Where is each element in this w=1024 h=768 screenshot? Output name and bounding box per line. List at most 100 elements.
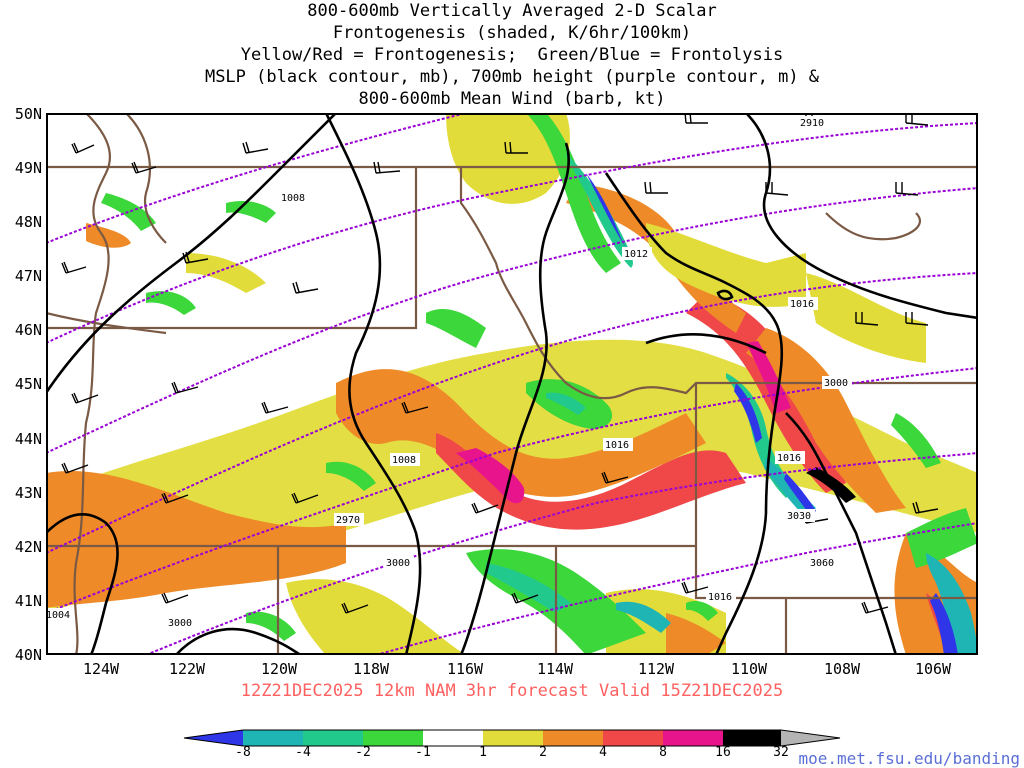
mslp-contour-1012 (459, 142, 571, 655)
wind-barb (291, 492, 319, 504)
wind-barb (261, 401, 289, 414)
wind-barb (401, 401, 429, 414)
wind-barb (912, 501, 939, 514)
border-id-mt (459, 167, 978, 400)
colorbar-tick: 2 (539, 745, 547, 760)
wind-barb (61, 462, 89, 474)
height-label-3000: 3000 (386, 558, 410, 569)
wind-barb (765, 182, 789, 196)
mslp-contour-1016-ne (745, 113, 978, 320)
colorbar-tick: -2 (355, 745, 371, 760)
mslp-contour-sw (175, 627, 302, 655)
mslp-label-1008-nw: 1008 (281, 193, 305, 204)
colorbar-segment (243, 730, 303, 746)
colorbar-segment (184, 730, 243, 746)
title-line-5: 800-600mb Mean Wind (barb, kt) (358, 89, 666, 109)
colorbar-tick: -4 (295, 745, 311, 760)
height-contour-2 (46, 187, 978, 454)
frontogenesis-shading (46, 113, 978, 655)
colorbar-segment (423, 730, 483, 746)
geographic-borders (46, 113, 978, 655)
colorbar-segment (303, 730, 363, 746)
wind-barb (905, 312, 929, 326)
wind-barb (161, 492, 189, 504)
lon-label-106w: 106W (914, 660, 952, 678)
colorbar-segment (723, 730, 781, 746)
colorbar-tick: 8 (659, 745, 667, 760)
title-line-2: Frontogenesis (shaded, K/6hr/100km) (332, 23, 692, 43)
colorbar-tick: -1 (415, 745, 431, 760)
lon-label-110w: 110W (730, 660, 768, 678)
mslp-contour-1016-e (785, 412, 898, 655)
height-contour-3060 (375, 522, 978, 655)
lat-label-50n: 50N (14, 105, 42, 123)
height-contour-3000 (46, 367, 978, 614)
lat-label-42n: 42N (14, 538, 42, 556)
lat-label-47n: 47N (14, 267, 42, 285)
wind-barb (681, 581, 709, 594)
lon-label-114w: 114W (536, 660, 574, 678)
map-title: 800-600mb Vertically Averaged 2-D Scalar… (0, 0, 1024, 110)
map-svg: 1008 1012 1016 1008 1016 1016 1016 1004 … (46, 113, 978, 655)
contour-labels: 1008 1012 1016 1008 1016 1016 1016 1004 … (46, 116, 852, 629)
lon-label-112w: 112W (637, 660, 675, 678)
colorbar-segment (663, 730, 723, 746)
height-label-3060: 3060 (810, 558, 834, 569)
mslp-contours (46, 113, 978, 655)
mslp-contour-1008-nw (46, 113, 337, 394)
wind-barb (61, 261, 87, 274)
colorbar-tick: -8 (235, 745, 251, 760)
lat-label-45n: 45N (14, 375, 42, 393)
lake-outline (825, 212, 921, 241)
wind-barb (644, 181, 668, 194)
credit-link[interactable]: moe.met.fsu.edu/banding (798, 749, 1020, 768)
border-wa-or-id (46, 167, 418, 330)
wind-barb (855, 312, 879, 326)
lat-label-41n: 41N (14, 592, 42, 610)
wind-barb (131, 161, 157, 174)
colorbar-tick: 16 (715, 745, 731, 760)
lat-label-44n: 44N (14, 430, 42, 448)
mslp-contour-1016 (604, 172, 784, 655)
wind-barbs (61, 113, 939, 614)
height-contour-3030 (145, 452, 978, 655)
wind-barb (861, 601, 889, 614)
mslp-label-1016-ne: 1016 (790, 299, 814, 310)
mslp-label-1016-e: 1016 (777, 453, 801, 464)
wind-barb (161, 592, 189, 604)
map-border (46, 113, 978, 655)
puget-sound (125, 113, 167, 244)
colorbar-segment (363, 730, 423, 746)
wind-barb (511, 592, 539, 604)
colorbar-segment (483, 730, 543, 746)
wind-barb (182, 251, 209, 264)
wind-barb (171, 381, 199, 394)
height-contour-1 (46, 113, 467, 244)
mslp-closed-low (716, 289, 734, 301)
lon-label-122w: 122W (168, 660, 206, 678)
lat-label-46n: 46N (14, 321, 42, 339)
wind-barb (71, 392, 99, 404)
height-label-3000-sw: 3000 (168, 618, 192, 629)
columbia-river (46, 311, 167, 335)
height-label-3030: 3030 (787, 511, 811, 522)
mslp-label-1016-se: 1016 (708, 592, 732, 603)
map-plot-area[interactable]: 1008 1012 1016 1008 1016 1016 1016 1004 … (46, 113, 978, 655)
wind-barb (601, 471, 629, 484)
height-label-2910: 2910 (800, 118, 824, 129)
colorbar-segment (603, 730, 663, 746)
wind-barb (895, 182, 919, 196)
lat-label-49n: 49N (14, 159, 42, 177)
title-line-4: MSLP (black contour, mb), 700mb height (… (204, 67, 820, 87)
height-contour-2910 (46, 122, 978, 344)
lon-label-124w: 124W (82, 660, 120, 678)
coastline (73, 113, 111, 655)
colorbar-segment (781, 730, 840, 746)
colorbar-tick: 1 (479, 745, 487, 760)
wind-barb (242, 141, 269, 154)
lon-label-108w: 108W (823, 660, 861, 678)
mslp-label-1004: 1004 (46, 610, 70, 621)
title-line-1: 800-600mb Vertically Averaged 2-D Scalar (307, 1, 717, 21)
height-contours (46, 113, 978, 655)
wind-barb (471, 502, 499, 514)
